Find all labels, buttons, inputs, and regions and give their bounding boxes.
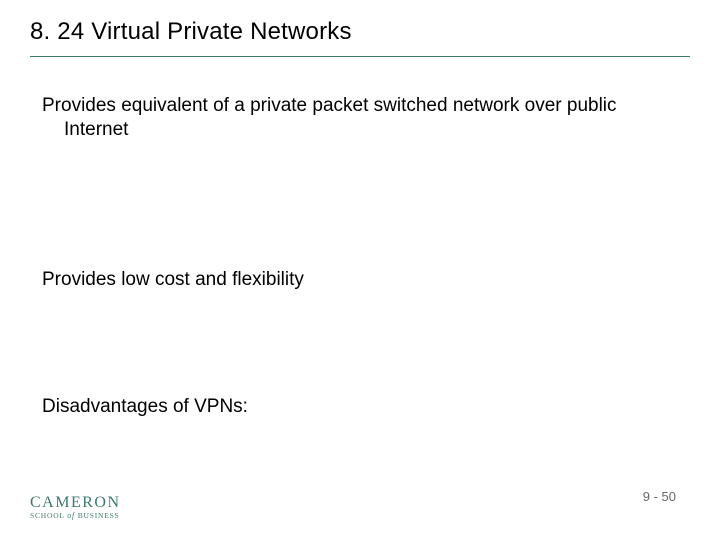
- page-number: 9 - 50: [643, 489, 676, 504]
- slide-title: 8. 24 Virtual Private Networks: [30, 18, 690, 56]
- body-block-1: Provides equivalent of a private packet …: [36, 94, 670, 142]
- logo-sub-of: of: [67, 511, 75, 520]
- logo: CAMERON SCHOOL of BUSINESS: [30, 495, 121, 520]
- body-text-1: Provides equivalent of a private packet …: [42, 94, 650, 142]
- title-underline: [30, 56, 690, 57]
- body-block-2: Provides low cost and flexibility: [36, 268, 670, 292]
- body-text-2: Provides low cost and flexibility: [42, 268, 650, 292]
- logo-sub-text: SCHOOL of BUSINESS: [30, 512, 121, 520]
- logo-sub-post: BUSINESS: [75, 511, 120, 520]
- body-text-3: Disadvantages of VPNs:: [42, 395, 650, 419]
- slide-container: 8. 24 Virtual Private Networks Provides …: [0, 0, 720, 540]
- body-block-3: Disadvantages of VPNs:: [36, 395, 670, 419]
- logo-sub-pre: SCHOOL: [30, 511, 67, 520]
- logo-main-text: CAMERON: [30, 495, 121, 511]
